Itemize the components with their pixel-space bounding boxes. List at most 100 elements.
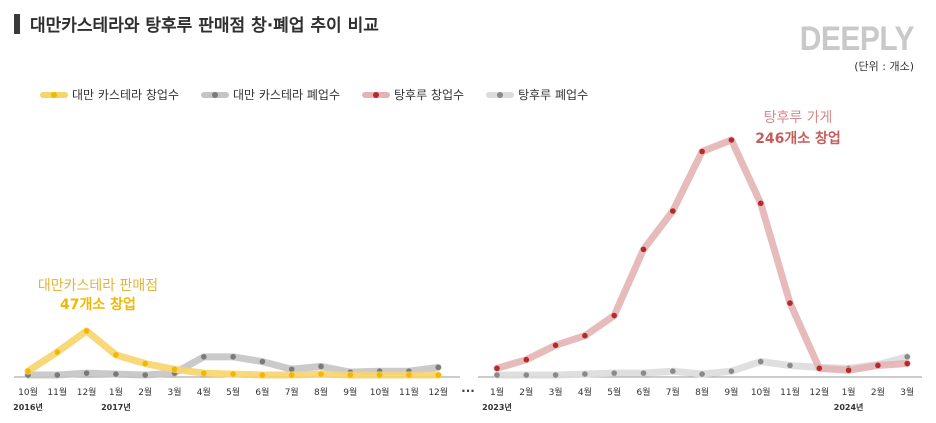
data-point-tanghulu-close	[728, 368, 735, 375]
x-tick-label: 11월	[47, 386, 67, 398]
data-point-castella-close	[435, 364, 442, 371]
unit-label: (단위 : 개소)	[854, 60, 914, 73]
data-point-castella-open	[201, 370, 207, 376]
annotation-tanghulu-bold: 246개소 창업	[755, 130, 841, 147]
x-tick-label: 2월	[138, 386, 152, 398]
data-point-tanghulu-close	[582, 371, 588, 377]
data-point-tanghulu-close	[552, 372, 559, 378]
data-point-tanghulu-close	[787, 362, 793, 369]
legend-swatch-castella-close	[201, 90, 229, 100]
data-point-castella-open	[25, 368, 31, 375]
data-point-castella-open	[318, 371, 324, 377]
x-tick-label: 10월	[370, 386, 390, 398]
title-accent-bar	[14, 14, 20, 34]
x-tick-label: 2월	[519, 386, 533, 398]
legend-label-tanghulu-close: 탕후루 폐업수	[518, 88, 589, 102]
legend-swatch-tanghulu-close	[486, 90, 515, 100]
legend-label-castella-open: 대만 카스테라 창업수	[72, 88, 179, 102]
x-tick-label: 6월	[636, 386, 650, 398]
x-tick-label: 1월	[842, 386, 856, 398]
x-tick-label: 11월	[399, 386, 419, 398]
x-tick-label: 12월	[428, 386, 448, 398]
data-point-tanghulu-open	[640, 246, 647, 253]
legend-swatch-castella-open	[40, 90, 68, 100]
data-point-tanghulu-close	[611, 370, 617, 376]
x-tick-label: 12월	[77, 386, 97, 398]
data-point-castella-open	[230, 371, 236, 377]
data-point-tanghulu-close	[523, 372, 530, 378]
x-tick-label: 9월	[343, 386, 357, 398]
data-point-tanghulu-open	[523, 356, 530, 363]
data-point-castella-open	[83, 328, 90, 334]
data-point-tanghulu-open	[699, 148, 705, 155]
data-point-tanghulu-close	[904, 354, 910, 360]
x-tick-label: 6월	[255, 386, 269, 398]
data-point-tanghulu-close	[494, 372, 500, 378]
legend-swatch-tanghulu-open	[362, 90, 390, 100]
x-tick-label: 7월	[666, 386, 680, 398]
data-point-castella-close	[201, 354, 207, 360]
legend-item-tanghulu-close: 탕후루 폐업수	[486, 86, 588, 103]
axis-break-label: ···	[461, 384, 475, 398]
x-tick-label: 8월	[695, 386, 709, 398]
legend-item-castella-close: 대만 카스테라 폐업수	[201, 86, 340, 103]
x-tick-label: 3월	[900, 386, 914, 398]
x-tick-label: 7월	[285, 386, 299, 398]
data-point-castella-close	[113, 371, 119, 377]
data-point-tanghulu-open	[611, 312, 617, 319]
x-tick-label: 10월	[18, 386, 38, 398]
data-point-castella-close	[54, 372, 61, 378]
data-point-castella-open	[376, 372, 383, 378]
x-tick-label: 2월	[871, 386, 885, 398]
year-label: 2024년	[834, 402, 864, 412]
year-label: 2023년	[482, 402, 512, 412]
x-tick-label: 4월	[578, 386, 592, 398]
legend-item-castella-open: 대만 카스테라 창업수	[40, 86, 179, 103]
chart-title: 대만카스테라와 탕후루 판매점 창·폐업 추이 비교	[30, 16, 379, 36]
x-tick-label: 1월	[490, 386, 504, 398]
data-point-tanghulu-close	[699, 371, 705, 377]
data-point-castella-open	[142, 360, 148, 367]
data-point-tanghulu-open	[845, 367, 852, 374]
data-point-tanghulu-open	[552, 342, 559, 349]
data-point-castella-open	[288, 372, 295, 378]
data-point-castella-open	[171, 366, 178, 373]
data-point-castella-close	[230, 354, 236, 360]
data-point-tanghulu-close	[757, 358, 764, 365]
data-point-castella-open	[347, 372, 354, 378]
x-tick-label: 3월	[549, 386, 563, 398]
data-point-tanghulu-open	[670, 208, 676, 214]
data-point-castella-open	[54, 349, 61, 355]
data-point-castella-open	[113, 352, 119, 358]
annotation-castella-text: 대만카스테라 판매점	[38, 278, 158, 294]
x-tick-label: 9월	[724, 386, 738, 398]
data-point-tanghulu-close	[640, 370, 647, 376]
x-tick-label: 11월	[780, 386, 800, 398]
legend-item-tanghulu-open: 탕후루 창업수	[362, 86, 464, 103]
x-tick-label: 10월	[751, 386, 771, 398]
legend: 대만 카스테라 창업수 대만 카스테라 폐업수 탕후루 창업수 탕후루 폐업수	[40, 86, 588, 103]
x-tick-label: 5월	[607, 386, 621, 398]
x-tick-label: 1월	[109, 386, 123, 398]
x-tick-label: 3월	[167, 386, 181, 398]
data-point-tanghulu-close	[670, 368, 676, 375]
data-point-castella-open	[406, 372, 412, 378]
year-label: 2016년	[13, 402, 43, 412]
x-tick-label: 4월	[197, 386, 211, 398]
legend-label-castella-close: 대만 카스테라 폐업수	[233, 88, 340, 102]
data-point-tanghulu-open	[582, 332, 588, 339]
annotation-tanghulu-text: 탕후루 가게	[764, 110, 833, 126]
data-point-castella-open	[259, 372, 266, 378]
data-point-tanghulu-open	[728, 137, 735, 143]
x-tick-label: 5월	[226, 386, 240, 398]
data-point-tanghulu-open	[494, 365, 500, 372]
annotation-castella-bold: 47개소 창업	[60, 296, 136, 313]
data-point-castella-open	[435, 372, 442, 378]
legend-label-tanghulu-open: 탕후루 창업수	[394, 88, 465, 102]
data-point-castella-close	[142, 372, 148, 378]
data-point-tanghulu-open	[787, 300, 793, 306]
year-label: 2017년	[101, 402, 131, 412]
data-point-tanghulu-open	[816, 365, 823, 372]
data-point-tanghulu-open	[904, 360, 910, 367]
